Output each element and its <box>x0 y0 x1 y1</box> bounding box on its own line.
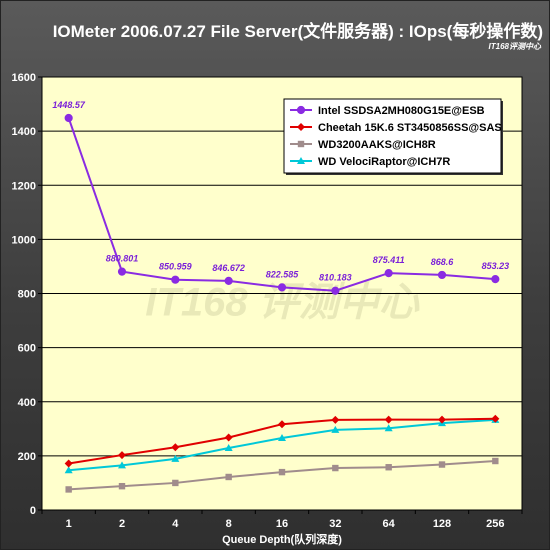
data-point <box>384 268 393 278</box>
data-label: 1448.57 <box>52 100 86 110</box>
legend-marker <box>296 105 306 115</box>
data-point <box>225 473 232 481</box>
data-point <box>224 433 233 442</box>
legend-label: Cheetah 15K.6 ST3450856SS@SAS <box>318 122 502 134</box>
y-tick-label: 600 <box>18 343 36 355</box>
data-point <box>492 457 499 465</box>
data-point <box>65 486 72 493</box>
data-point <box>171 275 180 284</box>
data-point <box>438 415 446 424</box>
data-point <box>385 464 392 471</box>
y-tick-label: 1000 <box>12 234 36 246</box>
x-tick-label: 16 <box>276 518 288 530</box>
data-point <box>491 414 500 423</box>
x-tick-label: 64 <box>383 518 396 530</box>
data-point <box>64 466 73 474</box>
data-point <box>331 415 340 424</box>
data-point <box>278 434 286 442</box>
data-label: 850.959 <box>159 262 192 272</box>
legend <box>283 98 502 174</box>
data-label: 846.672 <box>212 263 245 273</box>
x-tick-label: 32 <box>329 518 341 530</box>
data-point <box>331 425 340 433</box>
data-point <box>438 461 446 468</box>
x-tick-label: 2 <box>119 518 125 530</box>
data-label: 875.411 <box>373 255 405 265</box>
data-point <box>224 444 233 452</box>
y-tick-label: 400 <box>18 397 36 409</box>
data-point <box>278 420 286 429</box>
x-tick-label: 128 <box>433 518 451 530</box>
source-tag: IT168评测中心 <box>488 42 541 51</box>
data-point <box>64 459 73 468</box>
data-point <box>331 286 340 295</box>
x-tick-label: 8 <box>226 518 232 530</box>
data-point <box>118 461 126 469</box>
data-point <box>171 454 180 462</box>
x-tick-label: 4 <box>172 518 179 530</box>
data-point <box>491 274 500 284</box>
chart-title: IOMeter 2006.07.27 File Server(文件服务器) : … <box>52 22 543 41</box>
data-point <box>277 283 287 292</box>
legend-marker <box>297 157 305 164</box>
y-tick-label: 200 <box>18 451 36 463</box>
y-tick-label: 800 <box>18 289 36 301</box>
data-point <box>332 464 339 472</box>
data-label: 880.801 <box>106 254 139 264</box>
x-tick-label: 256 <box>486 518 504 530</box>
data-label: 822.585 <box>266 269 300 279</box>
y-tick-label: 1600 <box>12 72 36 84</box>
data-label: 868.6 <box>431 257 455 267</box>
data-point <box>117 267 127 276</box>
y-tick-label: 1400 <box>12 126 36 138</box>
data-point <box>118 451 126 460</box>
x-tick-label: 1 <box>66 518 72 530</box>
data-label: 853.23 <box>482 261 510 271</box>
data-point <box>278 468 286 476</box>
data-point <box>224 276 233 285</box>
legend-marker <box>297 123 305 131</box>
legend-label: WD3200AAKS@ICH8R <box>318 139 436 151</box>
data-point <box>118 482 126 490</box>
data-point <box>437 270 447 280</box>
y-tick-label: 1200 <box>12 180 36 192</box>
y-tick-label: 0 <box>30 505 36 517</box>
legend-label: WD VelociRaptor@ICH7R <box>318 156 450 168</box>
data-point <box>384 424 393 432</box>
x-axis-title: Queue Depth(队列深度) <box>222 532 342 546</box>
data-label: 810.183 <box>319 273 352 283</box>
data-point <box>64 113 73 123</box>
legend-label: Intel SSDSA2MH080G15E@ESB <box>318 105 485 117</box>
data-point <box>384 415 393 424</box>
legend-marker <box>297 140 305 148</box>
data-point <box>172 479 179 487</box>
data-point <box>171 443 180 452</box>
